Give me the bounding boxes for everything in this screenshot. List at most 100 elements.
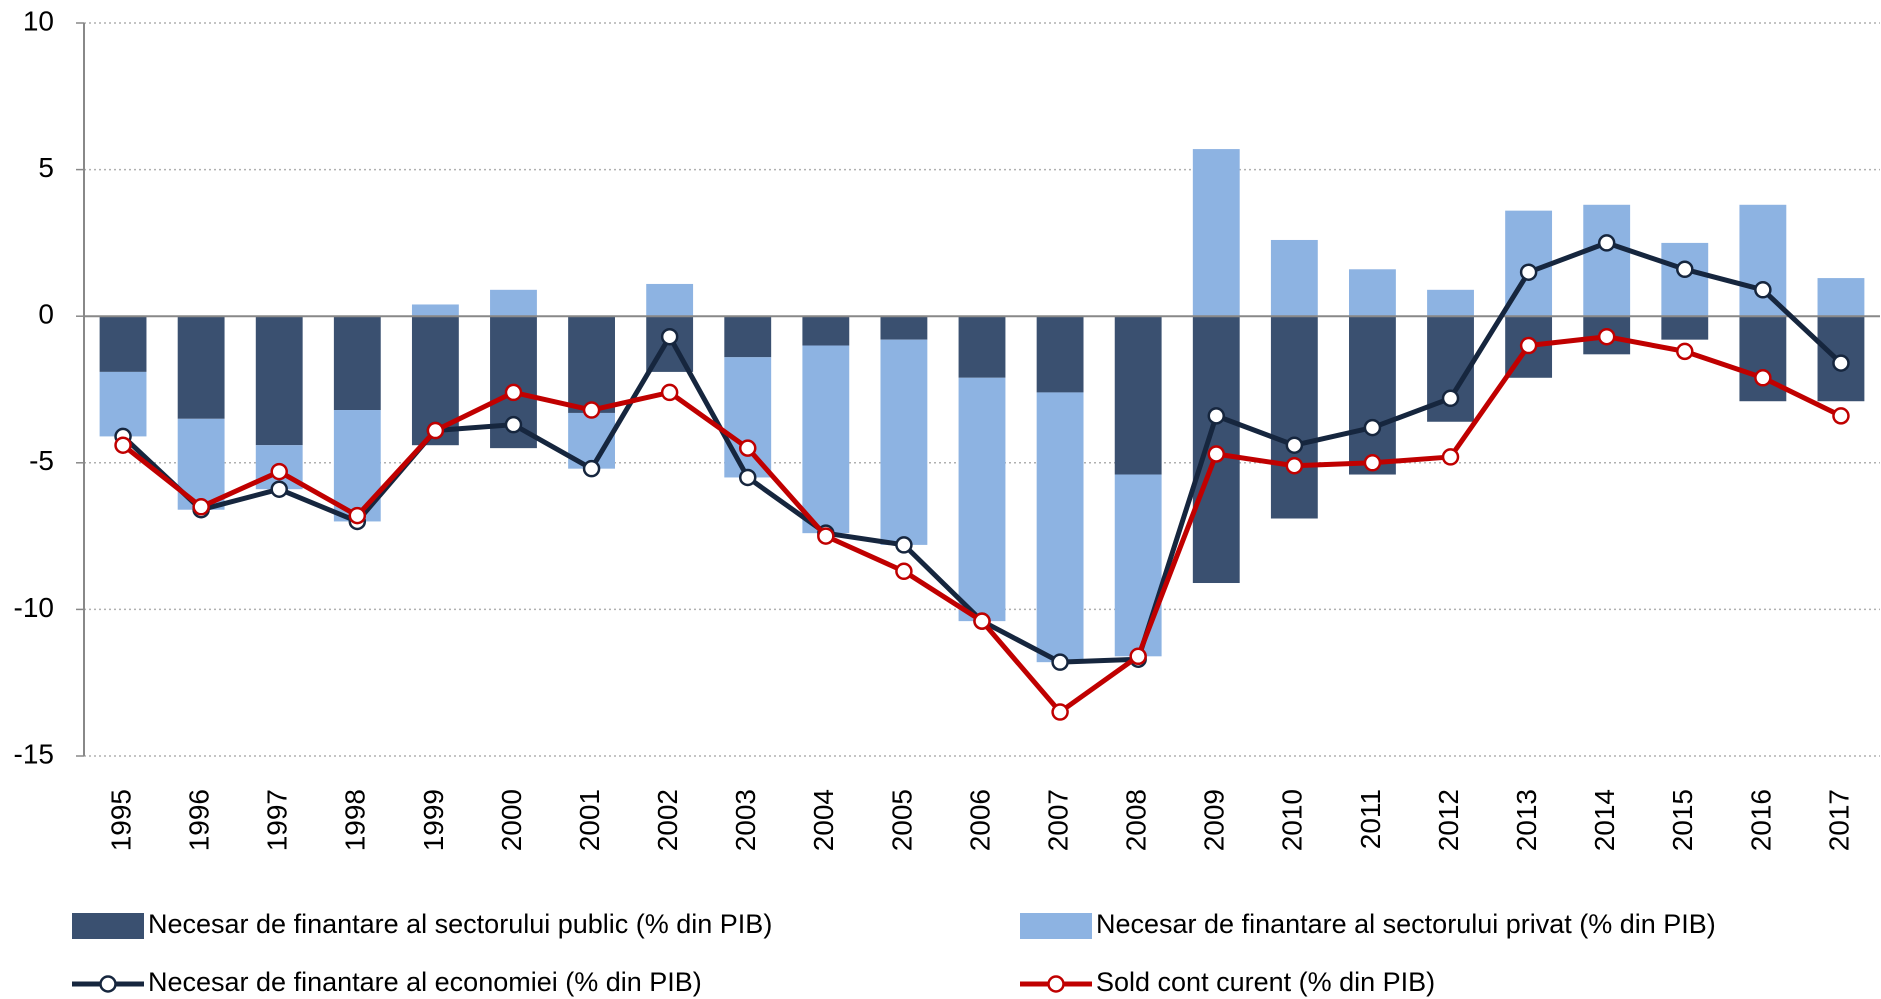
- plot-area: -15 -10 -5 0 5 10 1995 1996 1997 1998 1999 2000 2001…: [14, 5, 1880, 851]
- x-tick-label: 1996: [184, 789, 215, 851]
- bar: [490, 289, 537, 317]
- marker: [582, 401, 601, 419]
- bar: [99, 316, 147, 372]
- bar: [411, 304, 459, 317]
- marker: [114, 436, 132, 454]
- x-tick-label: 2013: [1511, 789, 1542, 851]
- bar: [724, 357, 772, 478]
- marker: [426, 421, 445, 440]
- legend-swatch: [72, 913, 144, 939]
- marker: [660, 383, 679, 402]
- x-tick-label: 2016: [1745, 789, 1776, 851]
- marker: [660, 327, 679, 346]
- legend-swatch: [1020, 913, 1092, 939]
- marker: [1363, 418, 1382, 437]
- y-tick-label: 0: [38, 299, 54, 330]
- bar: [958, 316, 1006, 378]
- y-tick-label: -10: [14, 592, 54, 623]
- x-tick-label: 2004: [808, 789, 839, 851]
- marker: [1207, 445, 1226, 463]
- x-tick-label: 2005: [886, 789, 917, 851]
- x-tick-label: 2008: [1121, 789, 1152, 851]
- legend-marker: [1047, 975, 1065, 993]
- x-tick-label: 1997: [262, 789, 293, 851]
- marker: [1519, 336, 1538, 355]
- bar: [1349, 269, 1396, 317]
- marker: [895, 536, 913, 554]
- bar: [1661, 316, 1709, 340]
- marker: [1519, 263, 1538, 281]
- marker: [738, 439, 757, 457]
- y-tick-label: -15: [14, 738, 54, 769]
- bar: [880, 339, 928, 545]
- bar: [1739, 204, 1787, 317]
- bar: [255, 316, 303, 446]
- marker: [1832, 354, 1850, 372]
- marker: [817, 527, 835, 545]
- marker: [1441, 448, 1460, 466]
- bar: [1036, 316, 1084, 393]
- legend-label: Necesar de finantare al sectorului priva…: [1096, 909, 1716, 939]
- marker: [504, 415, 523, 434]
- legend: Necesar de finantare al sectorului publi…: [72, 909, 1716, 997]
- bar: [1270, 239, 1318, 317]
- x-tick-label: 2017: [1823, 789, 1854, 851]
- marker: [348, 506, 367, 525]
- x-tick-label: 2002: [652, 789, 683, 851]
- marker: [1285, 436, 1304, 454]
- x-tick-label: 2010: [1277, 789, 1308, 851]
- marker: [1754, 281, 1772, 299]
- x-tick-label: 2011: [1355, 789, 1386, 849]
- bar: [177, 316, 225, 419]
- bar: [880, 316, 928, 340]
- marker: [738, 468, 757, 487]
- bar: [1192, 149, 1240, 317]
- x-tick-label: 2015: [1667, 789, 1698, 851]
- bar: [1036, 392, 1084, 663]
- x-tick-label: 2012: [1433, 789, 1464, 851]
- marker: [270, 480, 288, 498]
- marker: [895, 562, 913, 581]
- marker: [1441, 389, 1460, 408]
- bar: [333, 316, 381, 411]
- marker: [1832, 407, 1850, 425]
- marker: [1597, 327, 1616, 346]
- bar: [1427, 289, 1474, 317]
- x-tick-label: 1998: [340, 789, 371, 851]
- x-tick-label: 1995: [105, 789, 136, 851]
- y-tick-label: -5: [29, 445, 54, 476]
- marker: [1129, 647, 1147, 666]
- marker: [1676, 260, 1694, 279]
- marker: [1363, 454, 1382, 472]
- bar: [1349, 316, 1396, 475]
- bar: [1114, 316, 1162, 475]
- x-tick-label: 2009: [1199, 789, 1230, 851]
- x-tick-label: 2014: [1589, 789, 1620, 851]
- marker: [270, 462, 288, 481]
- bar: [568, 316, 615, 413]
- bar: [1817, 278, 1865, 317]
- x-tick-label: 2003: [730, 789, 761, 851]
- marker: [1676, 342, 1694, 361]
- bar: [958, 377, 1006, 622]
- marker: [192, 498, 210, 516]
- marker: [1754, 369, 1772, 387]
- bar: [99, 371, 147, 437]
- x-tick-label: 2000: [496, 789, 527, 851]
- bar: [1661, 242, 1709, 317]
- legend-label: Necesar de finantare al economiei (% din…: [148, 967, 702, 997]
- bar: [802, 316, 850, 346]
- marker: [1597, 234, 1616, 252]
- bar: [1270, 316, 1318, 519]
- bar: [646, 283, 694, 317]
- marker: [504, 383, 523, 402]
- bar: [802, 345, 850, 534]
- bar: [1114, 474, 1162, 657]
- marker: [582, 459, 601, 478]
- bar: [724, 316, 772, 358]
- marker: [1207, 407, 1226, 425]
- legend-label: Sold cont curent (% din PIB): [1096, 967, 1435, 997]
- legend-label: Necesar de finantare al sectorului publi…: [148, 909, 772, 939]
- y-tick-label: 10: [23, 5, 54, 36]
